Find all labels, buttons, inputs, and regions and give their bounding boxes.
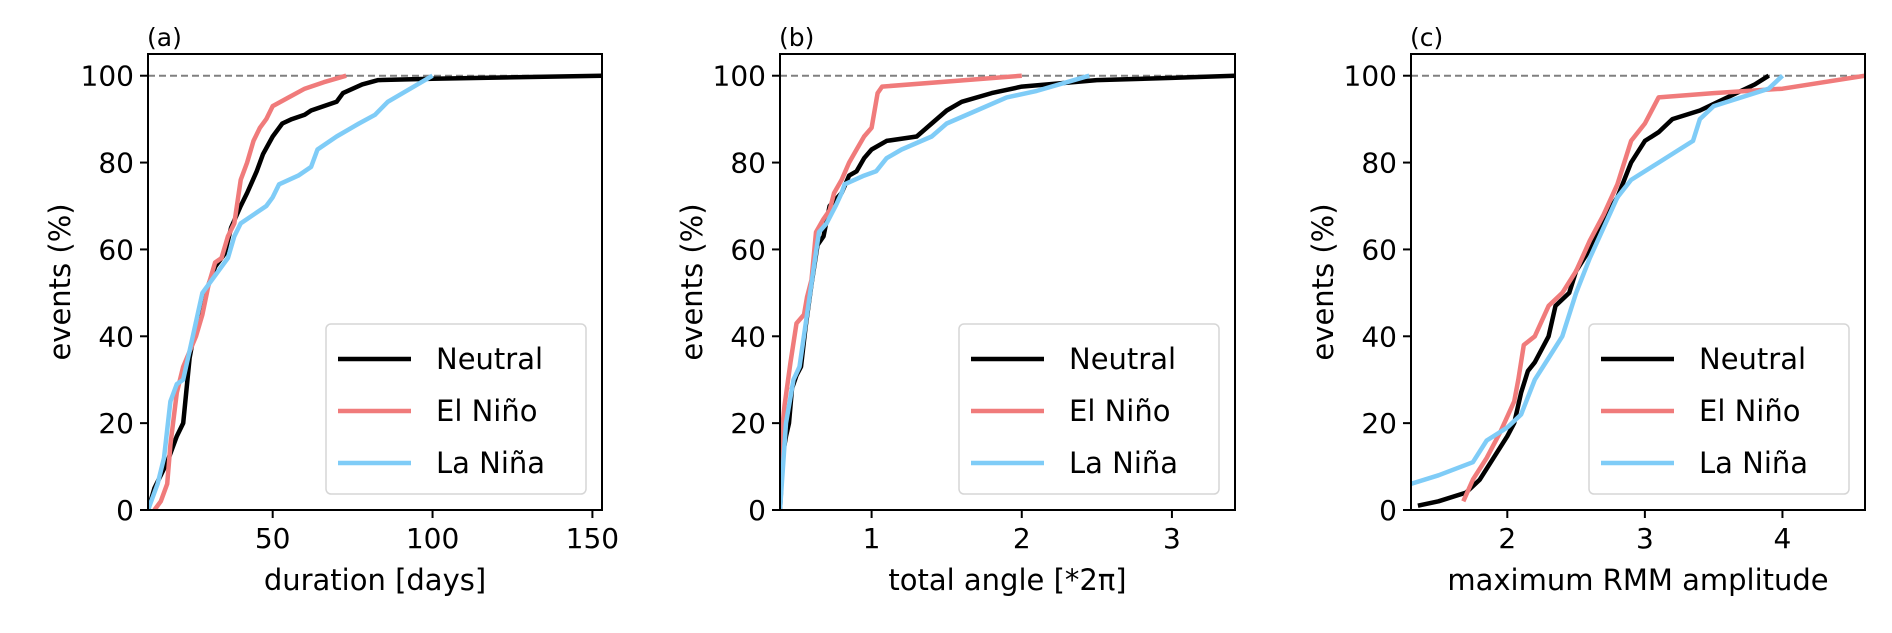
x-tick-label: 100	[406, 522, 459, 555]
y-tick-label: 40	[730, 320, 766, 353]
panel-a: 0 20 40 60 80 100 50 100 150 duration [days] event…	[43, 23, 619, 597]
legend-item: El Niño	[971, 394, 1170, 428]
legend-box	[325, 323, 587, 495]
y-tick-label: 20	[1361, 407, 1397, 440]
legend: Neutral El Niño La Niña	[325, 323, 587, 495]
legend-label: La Niña	[1699, 446, 1808, 480]
series-line-La Niña	[1411, 74, 1785, 487]
legend-box	[1588, 323, 1850, 495]
legend-item: El Niño	[338, 394, 537, 428]
x-axis-label: maximum RMM amplitude	[1447, 563, 1828, 597]
legend-label: Neutral	[1699, 342, 1806, 376]
legend-item: La Niña	[971, 446, 1178, 480]
x-axis-label: duration [days]	[264, 563, 486, 597]
y-tick-label: 40	[98, 320, 134, 353]
legend-item: Neutral	[971, 342, 1176, 376]
y-axis-label: events (%)	[43, 203, 77, 360]
series-line-El Niño	[780, 73, 1022, 510]
legend: Neutral El Niño La Niña	[1588, 323, 1850, 495]
y-tick-label: 60	[730, 233, 766, 266]
legend-label: La Niña	[1069, 446, 1178, 480]
axes-frame	[779, 53, 1236, 511]
x-tick-label: 1	[863, 522, 881, 555]
y-tick-label: 80	[98, 147, 134, 180]
y-tick-label: 0	[116, 494, 134, 527]
legend-label: Neutral	[1069, 342, 1176, 376]
series-line-Neutral	[148, 73, 602, 510]
legend-label: El Niño	[1699, 394, 1800, 428]
y-tick-label: 20	[730, 407, 766, 440]
y-axis-label: events (%)	[1306, 203, 1340, 360]
y-tick-label: 100	[1344, 60, 1397, 93]
y-tick-label: 60	[98, 233, 134, 266]
panel-label: (c)	[1410, 23, 1443, 52]
legend-label: Neutral	[436, 342, 543, 376]
legend-label: El Niño	[436, 394, 537, 428]
y-axis-label: events (%)	[675, 203, 709, 360]
y-tick-label: 0	[1379, 494, 1397, 527]
y-tick-label: 40	[1361, 320, 1397, 353]
x-tick-label: 3	[1636, 522, 1654, 555]
x-axis-label: total angle [*2π]	[888, 563, 1126, 597]
x-tick-label: 2	[1498, 522, 1516, 555]
legend-item: Neutral	[1601, 342, 1806, 376]
series-line-El Niño	[152, 73, 347, 510]
legend: Neutral El Niño La Niña	[958, 323, 1220, 495]
x-tick-label: 50	[255, 522, 291, 555]
legend-item: El Niño	[1601, 394, 1800, 428]
panel-b: 0 20 40 60 80 100 1 2 3 total angle [*2π] events (…	[675, 23, 1236, 597]
legend-label: El Niño	[1069, 394, 1170, 428]
legend-box	[958, 323, 1220, 495]
panel-label: (a)	[147, 23, 182, 52]
panel-label: (b)	[779, 23, 814, 52]
series-line-El Niño	[1461, 73, 1865, 503]
y-tick-label: 100	[81, 60, 134, 93]
panel-c: 0 20 40 60 80 100 2 3 4 maximum RMM amplitude even…	[1306, 23, 1866, 597]
x-tick-label: 3	[1163, 522, 1181, 555]
series-line-La Niña	[148, 73, 434, 510]
legend-item: Neutral	[338, 342, 543, 376]
series-line-Neutral	[1417, 73, 1770, 508]
y-tick-label: 0	[748, 494, 766, 527]
y-tick-label: 100	[713, 60, 766, 93]
axes-frame	[1410, 53, 1866, 511]
y-tick-label: 80	[1361, 147, 1397, 180]
y-tick-label: 80	[730, 147, 766, 180]
x-tick-label: 4	[1774, 522, 1792, 555]
legend-item: La Niña	[1601, 446, 1808, 480]
axes-frame	[147, 53, 603, 511]
legend-item: La Niña	[338, 446, 545, 480]
series-line-La Niña	[780, 73, 1090, 510]
x-tick-label: 150	[566, 522, 619, 555]
y-tick-label: 20	[98, 407, 134, 440]
y-tick-label: 60	[1361, 233, 1397, 266]
legend-label: La Niña	[436, 446, 545, 480]
x-tick-label: 2	[1013, 522, 1031, 555]
